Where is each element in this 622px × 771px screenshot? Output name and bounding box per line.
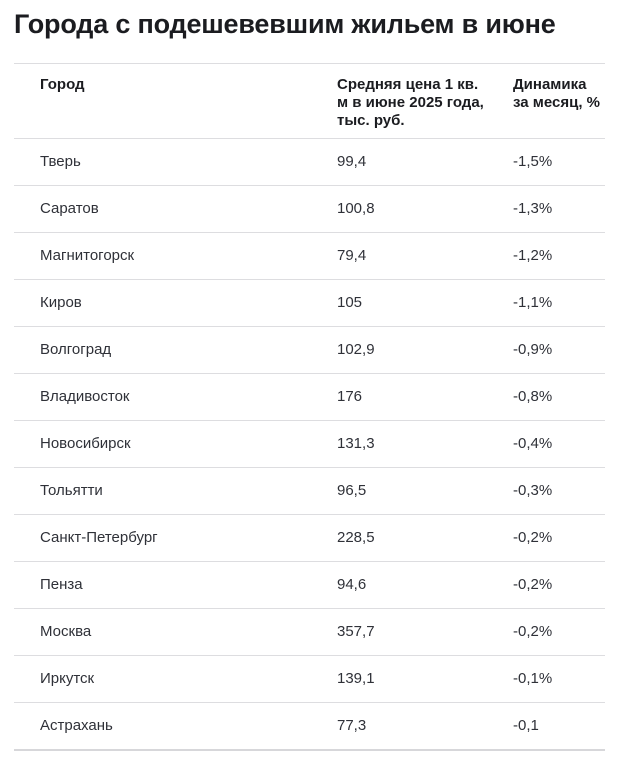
- city-cell: Москва: [14, 608, 311, 656]
- city-cell: Владивосток: [14, 373, 311, 421]
- price-cell: 357,7: [311, 608, 487, 656]
- page: Города с подешевевшим жильем в июне Горо…: [0, 9, 622, 751]
- price-cell: 77,3: [311, 702, 487, 751]
- table-row: Москва 357,7 -0,2%: [14, 608, 605, 656]
- change-cell: -0,2%: [487, 608, 605, 656]
- change-cell: -0,2%: [487, 561, 605, 609]
- change-cell: -0,1%: [487, 655, 605, 703]
- table-row: Киров 105 -1,1%: [14, 279, 605, 327]
- table-row: Саратов 100,8 -1,3%: [14, 185, 605, 233]
- table-header: Город Средняя цена 1 кв. м в июне 2025 г…: [14, 63, 605, 139]
- price-cell: 100,8: [311, 185, 487, 233]
- city-cell: Новосибирск: [14, 420, 311, 468]
- price-cell: 105: [311, 279, 487, 327]
- table-row: Магнитогорск 79,4 -1,2%: [14, 232, 605, 280]
- city-cell: Пенза: [14, 561, 311, 609]
- page-title: Города с подешевевшим жильем в июне: [14, 9, 556, 39]
- change-cell: -0,8%: [487, 373, 605, 421]
- city-cell: Тольятти: [14, 467, 311, 515]
- city-cell: Магнитогорск: [14, 232, 311, 280]
- change-cell: -0,9%: [487, 326, 605, 374]
- change-cell: -0,2%: [487, 514, 605, 562]
- city-cell: Киров: [14, 279, 311, 327]
- price-cell: 94,6: [311, 561, 487, 609]
- change-cell: -0,1: [487, 702, 605, 751]
- change-cell: -0,4%: [487, 420, 605, 468]
- table-row: Санкт-Петербург 228,5 -0,2%: [14, 514, 605, 562]
- table-body: Тверь 99,4 -1,5% Саратов 100,8 -1,3% Маг…: [14, 138, 605, 751]
- change-cell: -1,2%: [487, 232, 605, 280]
- price-cell: 102,9: [311, 326, 487, 374]
- column-header-change: Динамика за месяц, %: [487, 63, 605, 139]
- city-cell: Волгоград: [14, 326, 311, 374]
- header-row: Город Средняя цена 1 кв. м в июне 2025 г…: [14, 63, 605, 139]
- housing-price-table: Город Средняя цена 1 кв. м в июне 2025 г…: [14, 63, 605, 751]
- change-cell: -1,1%: [487, 279, 605, 327]
- city-cell: Санкт-Петербург: [14, 514, 311, 562]
- table-row: Иркутск 139,1 -0,1%: [14, 655, 605, 703]
- price-cell: 176: [311, 373, 487, 421]
- price-cell: 79,4: [311, 232, 487, 280]
- price-cell: 131,3: [311, 420, 487, 468]
- table-row: Новосибирск 131,3 -0,4%: [14, 420, 605, 468]
- price-cell: 96,5: [311, 467, 487, 515]
- column-header-price: Средняя цена 1 кв. м в июне 2025 года, т…: [311, 63, 487, 139]
- change-cell: -1,3%: [487, 185, 605, 233]
- table-row: Тверь 99,4 -1,5%: [14, 138, 605, 186]
- city-cell: Тверь: [14, 138, 311, 186]
- table-row: Владивосток 176 -0,8%: [14, 373, 605, 421]
- table-row: Пенза 94,6 -0,2%: [14, 561, 605, 609]
- table-row: Астрахань 77,3 -0,1: [14, 702, 605, 751]
- price-cell: 139,1: [311, 655, 487, 703]
- column-header-city: Город: [14, 63, 311, 139]
- city-cell: Астрахань: [14, 702, 311, 751]
- city-cell: Саратов: [14, 185, 311, 233]
- price-cell: 228,5: [311, 514, 487, 562]
- price-cell: 99,4: [311, 138, 487, 186]
- change-cell: -1,5%: [487, 138, 605, 186]
- table-row: Волгоград 102,9 -0,9%: [14, 326, 605, 374]
- city-cell: Иркутск: [14, 655, 311, 703]
- change-cell: -0,3%: [487, 467, 605, 515]
- table-row: Тольятти 96,5 -0,3%: [14, 467, 605, 515]
